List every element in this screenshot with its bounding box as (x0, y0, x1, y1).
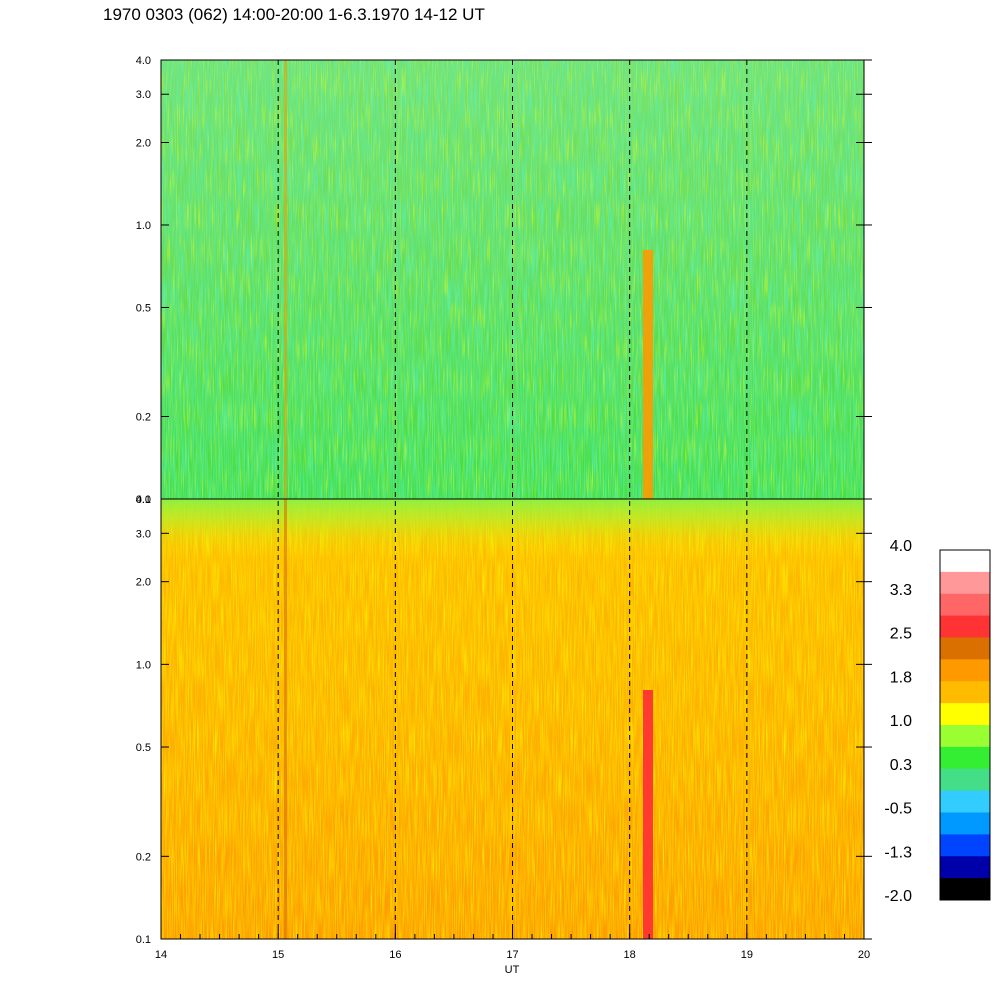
upper-ytick-label: 0.5 (136, 302, 151, 314)
colorbar-label: -1.3 (884, 844, 912, 861)
colorbar-swatch (940, 681, 990, 704)
colorbar-swatch (940, 856, 990, 879)
colorbar-swatch (940, 768, 990, 792)
colorbar-label: 3.3 (890, 582, 912, 599)
colorbar-swatch (940, 746, 990, 770)
lower-band-18ut (643, 690, 653, 939)
colorbar-swatch (940, 834, 990, 857)
colorbar-label: 1.0 (890, 713, 912, 730)
upper-band-15ut (284, 60, 287, 499)
colorbar-label: 4.0 (890, 538, 912, 555)
upper-ytick-label: 3.0 (136, 89, 151, 101)
xtick-label: 16 (389, 949, 401, 961)
upper-ytick-label: 0.1 (136, 494, 151, 506)
colorbar-label: -2.0 (884, 888, 912, 905)
upper-ytick-label: 2.0 (136, 137, 151, 149)
lower-band-15ut (284, 499, 287, 939)
x-axis: 14 15 16 17 18 19 20 (155, 929, 870, 961)
colorbar-swatch (940, 790, 990, 813)
colorbar-swatch (940, 878, 990, 901)
time-markers (277, 60, 748, 939)
colorbar-label: 0.3 (890, 757, 912, 774)
xtick-label: 18 (624, 949, 636, 961)
colorbar: 4.0 3.3 2.5 1.8 1.0 0.3 -0.5 -1.3 -2.0 (884, 538, 991, 905)
lower-ytick-label: 4.0 (136, 494, 151, 506)
xtick-label: 19 (741, 949, 753, 961)
lower-ytick-label: 1.0 (136, 659, 151, 671)
colorbar-swatch (940, 571, 990, 595)
colorbar-swatch (940, 593, 990, 617)
y-axes: 0.10.20.51.02.03.04.00.10.20.51.02.03.04… (136, 55, 872, 946)
upper-ytick-label: 0.2 (136, 412, 151, 424)
lower-ytick-label: 0.1 (136, 934, 151, 946)
colorbar-swatch (940, 725, 990, 748)
upper-band-18ut (643, 250, 653, 499)
colorbar-swatch (940, 550, 990, 573)
colorbar-label: 2.5 (890, 626, 912, 643)
colorbar-label: -0.5 (884, 801, 912, 818)
xtick-label: 17 (506, 949, 518, 961)
colorbar-swatch (940, 637, 990, 660)
upper-ytick-label: 4.0 (136, 55, 151, 67)
colorbar-swatch (940, 615, 990, 638)
colorbar-swatch (940, 659, 990, 682)
lower-ytick-label: 0.2 (136, 851, 151, 863)
colorbar-swatch (940, 812, 990, 835)
xtick-label: 15 (272, 949, 284, 961)
xtick-label: 20 (858, 949, 870, 961)
chart-title: 1970 0303 (062) 14:00-20:00 1-6.3.1970 1… (103, 5, 485, 24)
lower-ytick-label: 2.0 (136, 577, 151, 589)
lower-ytick-label: 0.5 (136, 742, 151, 754)
colorbar-frame (939, 549, 991, 901)
colorbar-label: 1.8 (890, 669, 912, 686)
xtick-label: 14 (155, 949, 167, 961)
lower-ytick-label: 3.0 (136, 528, 151, 540)
x-axis-label: UT (505, 964, 520, 976)
colorbar-swatch (940, 703, 990, 726)
upper-ytick-label: 1.0 (136, 220, 151, 232)
